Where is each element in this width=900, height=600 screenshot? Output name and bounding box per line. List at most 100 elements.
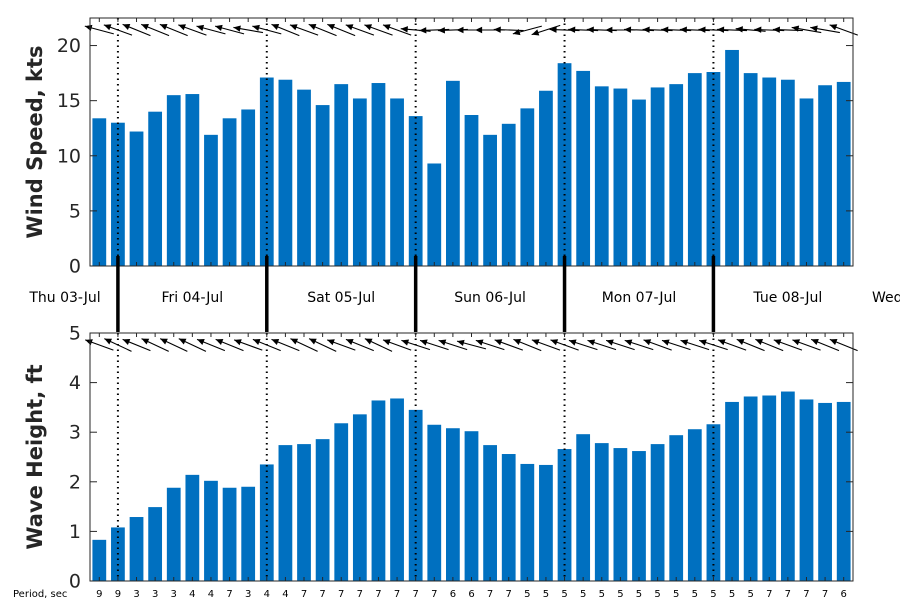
bar bbox=[818, 85, 832, 267]
period-value: 5 bbox=[747, 589, 753, 600]
direction-arrow bbox=[233, 25, 264, 34]
direction-arrow bbox=[382, 339, 412, 351]
day-label: Thu 03-Jul bbox=[28, 290, 100, 306]
period-value: 5 bbox=[673, 589, 679, 600]
bar bbox=[501, 454, 516, 581]
day-label: Sat 05-Jul bbox=[307, 290, 375, 306]
period-value: 5 bbox=[729, 589, 735, 600]
direction-arrow bbox=[159, 338, 188, 352]
direction-arrow bbox=[494, 339, 523, 351]
period-value: 7 bbox=[431, 589, 437, 600]
bar bbox=[557, 63, 572, 266]
direction-arrow bbox=[531, 24, 561, 36]
bar bbox=[743, 396, 758, 581]
direction-arrow bbox=[810, 25, 840, 34]
bar bbox=[743, 73, 758, 266]
direction-arrow bbox=[122, 23, 151, 37]
direction-arrow bbox=[271, 338, 300, 352]
direction-arrow bbox=[141, 23, 170, 37]
bar bbox=[632, 451, 646, 581]
bar bbox=[799, 399, 814, 581]
direction-arrow bbox=[810, 338, 840, 352]
bar bbox=[594, 443, 609, 581]
period-value: 7 bbox=[394, 589, 400, 600]
period-value: 5 bbox=[580, 589, 586, 600]
period-value: 9 bbox=[115, 589, 121, 600]
bar bbox=[148, 111, 163, 266]
bar bbox=[687, 73, 702, 266]
direction-arrow bbox=[792, 339, 821, 351]
bar bbox=[483, 134, 497, 266]
y-tick-label: 0 bbox=[69, 256, 81, 278]
direction-arrow bbox=[568, 339, 598, 351]
period-value: 7 bbox=[319, 589, 325, 600]
direction-arrow bbox=[717, 339, 747, 351]
period-value: 6 bbox=[468, 589, 474, 600]
direction-arrow bbox=[290, 338, 318, 352]
direction-arrow bbox=[196, 24, 226, 35]
period-value: 4 bbox=[282, 589, 288, 600]
bar bbox=[390, 98, 404, 267]
wave-height-panel: 0 1 2 3 4 5 9 9 3 3 3 4 4 7 3 4 4 7 7 7 7 7 7 7 7 6 6 7 7 5 5 5 5 5 5 5 5 5 5 5… bbox=[69, 323, 858, 600]
bar bbox=[222, 118, 237, 266]
period-value: 5 bbox=[599, 589, 605, 600]
bar bbox=[762, 395, 777, 581]
y-tick-label: 10 bbox=[57, 145, 81, 167]
period-value: 5 bbox=[524, 589, 530, 600]
bar bbox=[576, 434, 591, 581]
bar bbox=[594, 86, 609, 266]
direction-arrow bbox=[215, 338, 244, 352]
bar bbox=[185, 94, 200, 266]
y-tick-label: 2 bbox=[69, 471, 81, 493]
period-value: 5 bbox=[636, 589, 642, 600]
direction-arrow bbox=[326, 339, 356, 351]
direction-arrow bbox=[345, 24, 375, 36]
bar bbox=[92, 539, 107, 581]
bar bbox=[129, 517, 144, 581]
bar bbox=[222, 487, 237, 581]
bar bbox=[446, 428, 460, 581]
period-value: 3 bbox=[171, 589, 177, 600]
bar bbox=[669, 435, 684, 581]
direction-arrow bbox=[364, 24, 393, 36]
period-value: 7 bbox=[375, 589, 381, 600]
period-value: 7 bbox=[226, 589, 232, 600]
direction-arrow bbox=[345, 338, 374, 352]
direction-arrow bbox=[122, 338, 151, 352]
bar bbox=[259, 464, 274, 581]
bar bbox=[204, 134, 218, 266]
bar bbox=[408, 409, 423, 581]
direction-arrow bbox=[233, 339, 263, 351]
direction-arrow bbox=[698, 339, 728, 351]
direction-arrow bbox=[382, 24, 412, 36]
direction-arrow bbox=[104, 338, 132, 352]
bar bbox=[166, 95, 181, 266]
direction-arrow bbox=[289, 24, 319, 36]
period-value: 7 bbox=[506, 589, 512, 600]
period-value: 7 bbox=[785, 589, 791, 600]
y-tick-label: 4 bbox=[69, 372, 81, 394]
bar bbox=[706, 72, 721, 266]
period-value: 6 bbox=[450, 589, 456, 600]
bar bbox=[669, 84, 684, 266]
direction-arrow bbox=[512, 25, 542, 36]
day-label: Wed bbox=[872, 290, 900, 306]
bar bbox=[352, 98, 367, 267]
day-label: Fri 04-Jul bbox=[162, 290, 224, 306]
direction-arrow bbox=[103, 24, 133, 36]
bar bbox=[780, 79, 795, 266]
period-value: 3 bbox=[152, 589, 158, 600]
y-tick-label: 0 bbox=[69, 571, 81, 593]
bar bbox=[371, 83, 386, 266]
bar bbox=[446, 80, 460, 266]
bar bbox=[613, 448, 628, 581]
bar bbox=[613, 88, 628, 266]
period-value: 3 bbox=[133, 589, 139, 600]
bar bbox=[725, 401, 739, 581]
direction-arrow bbox=[829, 24, 858, 36]
bar bbox=[185, 474, 200, 581]
bar bbox=[92, 118, 107, 266]
y-tick-label: 3 bbox=[69, 422, 81, 444]
period-value: 4 bbox=[264, 589, 270, 600]
y-tick-label: 5 bbox=[69, 200, 81, 222]
